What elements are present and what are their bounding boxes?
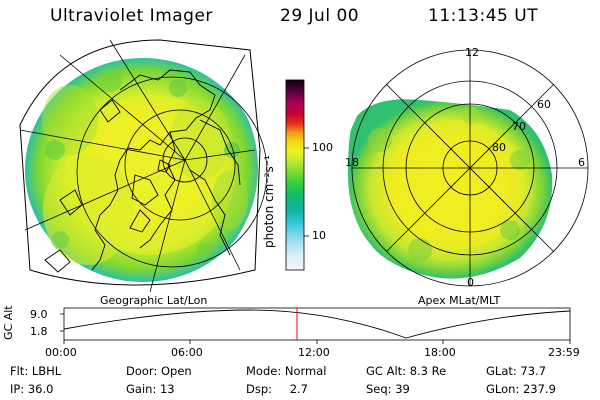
info-gain: Gain: 13 bbox=[126, 382, 175, 396]
colorbar-label: photon cm⁻²s⁻¹ bbox=[262, 155, 276, 248]
timeline-xtick: 23:59 bbox=[548, 346, 580, 359]
colorbar bbox=[285, 79, 305, 271]
coastlines bbox=[44, 69, 241, 273]
header-time: 11:13:45 UT bbox=[428, 6, 539, 26]
info-ip: IP: 36.0 bbox=[10, 382, 54, 396]
mlat-label-80: 80 bbox=[492, 141, 506, 154]
geographic-map bbox=[19, 39, 268, 293]
info-door: Door: Open bbox=[126, 364, 192, 378]
info-dsp: Dsp: 2.7 bbox=[246, 382, 308, 396]
colorbar-tick-low: 10 bbox=[312, 229, 326, 242]
info-gc-alt: GC Alt: 8.3 Re bbox=[366, 364, 447, 378]
mlt-label-dawn: 6 bbox=[578, 156, 585, 169]
timeline-xtick: 00:00 bbox=[45, 346, 77, 359]
left-panel-caption: Geographic Lat/Lon bbox=[100, 294, 208, 307]
info-mode: Mode: Normal bbox=[246, 364, 327, 378]
timeline-ytick-low: 1.8 bbox=[30, 325, 48, 338]
app-title: Ultraviolet Imager bbox=[50, 6, 213, 26]
mlt-label-midnight: 0 bbox=[467, 276, 474, 289]
info-glon: GLon: 237.9 bbox=[486, 382, 556, 396]
info-glat: GLat: 73.7 bbox=[486, 364, 547, 378]
info-filter: Flt: LBHL bbox=[10, 364, 62, 378]
header-date: 29 Jul 00 bbox=[280, 6, 360, 26]
timeline-xtick: 06:00 bbox=[171, 346, 203, 359]
mlt-label-noon: 12 bbox=[465, 46, 479, 59]
timeline-xtick: 12:00 bbox=[298, 346, 330, 359]
timeline-ylabel: GC Alt bbox=[2, 305, 15, 340]
right-panel-caption: Apex MLat/MLT bbox=[418, 294, 501, 307]
mlat-label-60: 60 bbox=[537, 98, 551, 111]
info-seq: Seq: 39 bbox=[366, 382, 410, 396]
timeline-xtick: 18:00 bbox=[424, 346, 456, 359]
magnetic-map bbox=[348, 49, 589, 287]
colorbar-tick-high: 100 bbox=[312, 141, 333, 154]
mlt-label-dusk: 18 bbox=[345, 156, 359, 169]
timeline-ytick-high: 9.0 bbox=[30, 308, 48, 321]
mlat-label-70: 70 bbox=[512, 120, 526, 133]
altitude-curve bbox=[63, 309, 571, 339]
altitude-timeline bbox=[60, 307, 571, 344]
